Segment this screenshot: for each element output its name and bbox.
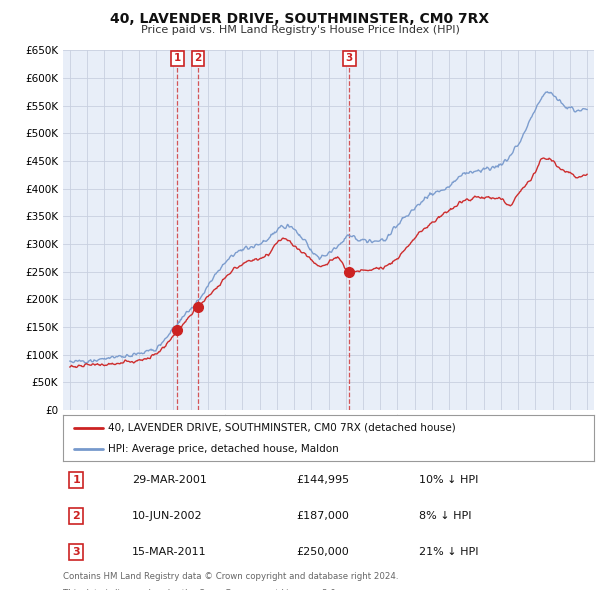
Text: 40, LAVENDER DRIVE, SOUTHMINSTER, CM0 7RX: 40, LAVENDER DRIVE, SOUTHMINSTER, CM0 7R…: [110, 12, 490, 26]
Text: 21% ↓ HPI: 21% ↓ HPI: [419, 547, 478, 557]
Text: 29-MAR-2001: 29-MAR-2001: [132, 475, 207, 485]
Text: Contains HM Land Registry data © Crown copyright and database right 2024.: Contains HM Land Registry data © Crown c…: [63, 572, 398, 581]
Text: 3: 3: [73, 547, 80, 557]
Text: £250,000: £250,000: [296, 547, 349, 557]
Text: £187,000: £187,000: [296, 511, 350, 521]
Text: This data is licensed under the Open Government Licence v3.0.: This data is licensed under the Open Gov…: [63, 589, 338, 590]
Text: 10% ↓ HPI: 10% ↓ HPI: [419, 475, 478, 485]
Text: £144,995: £144,995: [296, 475, 350, 485]
Text: 2: 2: [73, 511, 80, 521]
Text: 1: 1: [73, 475, 80, 485]
Text: Price paid vs. HM Land Registry's House Price Index (HPI): Price paid vs. HM Land Registry's House …: [140, 25, 460, 35]
Text: 2: 2: [194, 54, 202, 64]
Text: 3: 3: [346, 54, 353, 64]
Text: 8% ↓ HPI: 8% ↓ HPI: [419, 511, 471, 521]
Text: 40, LAVENDER DRIVE, SOUTHMINSTER, CM0 7RX (detached house): 40, LAVENDER DRIVE, SOUTHMINSTER, CM0 7R…: [108, 423, 456, 433]
Text: 15-MAR-2011: 15-MAR-2011: [132, 547, 206, 557]
Text: 10-JUN-2002: 10-JUN-2002: [132, 511, 203, 521]
Text: 1: 1: [174, 54, 181, 64]
Text: HPI: Average price, detached house, Maldon: HPI: Average price, detached house, Mald…: [108, 444, 339, 454]
